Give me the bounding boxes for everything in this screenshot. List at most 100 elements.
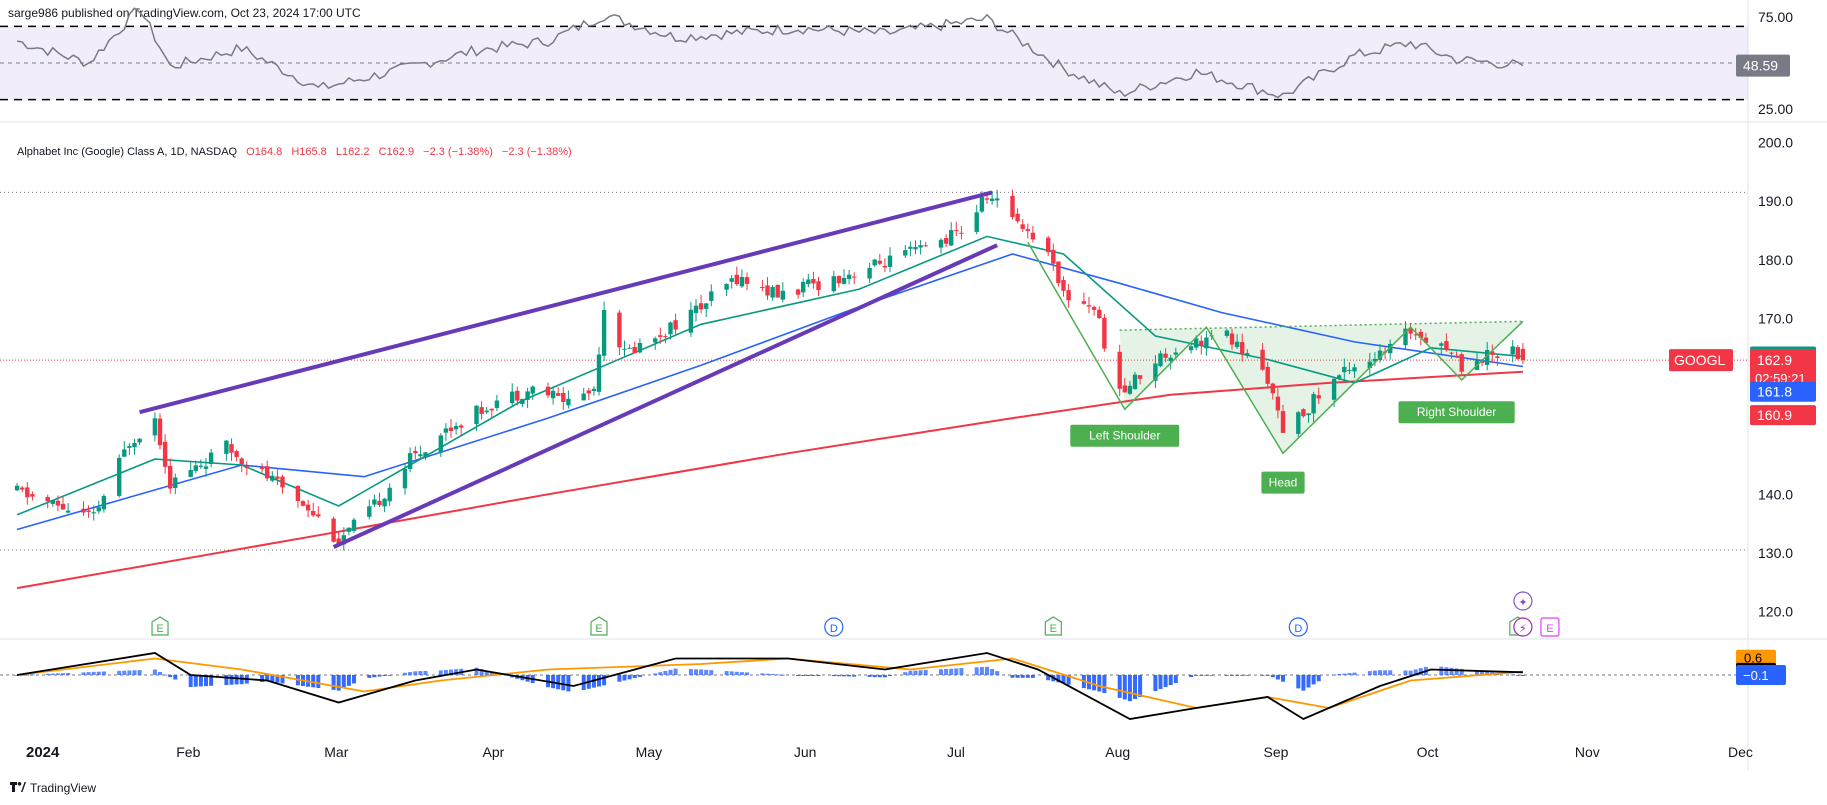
macd-hist-bar (1306, 675, 1311, 688)
candle-body (1066, 290, 1071, 301)
macd-hist-bar (658, 672, 663, 675)
candle-body (1347, 370, 1352, 371)
candle-body (423, 452, 428, 458)
macd-hist-bar (66, 673, 71, 675)
rsi-pane: 75.00 25.00 48.59 (0, 7, 1793, 117)
brand[interactable]: TradingView (10, 781, 96, 795)
macd-hist-bar (188, 675, 193, 687)
candle-body (673, 320, 678, 330)
macd-hist-bar (1230, 675, 1234, 676)
price-tick-180-0: 180.0 (1758, 252, 1793, 268)
macd-hist-bar (1275, 675, 1280, 680)
macd-hist-bar (1127, 675, 1132, 702)
macd-hist-bar (61, 673, 65, 675)
macd-hist-bar (489, 671, 494, 675)
macd-hist-bar (694, 669, 698, 675)
candle-body (1168, 357, 1173, 362)
candle-body (525, 391, 530, 400)
macd-hist-bar (30, 674, 35, 676)
candle-body (1423, 337, 1429, 343)
candle-body (1025, 229, 1030, 231)
candle-body (984, 198, 990, 200)
month-label-sep: Sep (1263, 744, 1288, 760)
candle-body (627, 347, 632, 349)
event-marker-letter: D (830, 623, 838, 635)
macd-hist-bar (908, 670, 913, 675)
candle-body (132, 443, 137, 448)
macd-hist-bar (1444, 667, 1449, 675)
candle-body (336, 538, 341, 545)
macd-hist-bar (127, 670, 132, 675)
candle-body (168, 465, 173, 489)
candle-body (122, 449, 127, 457)
macd-hist-bar (1138, 675, 1143, 697)
macd-hist-bar (158, 672, 162, 675)
hs-pattern-fill (1119, 321, 1523, 454)
candle-body (1515, 347, 1520, 359)
legend-close: C162.9 (379, 146, 414, 158)
candle-body (270, 475, 275, 481)
macd-hist-bar (959, 668, 964, 675)
candle-body (1081, 301, 1087, 304)
candle-body (1091, 306, 1097, 310)
candle-body (795, 289, 801, 295)
macd-hist-bar (341, 675, 346, 689)
candle-body (908, 246, 913, 249)
macd-hist-bar (561, 675, 566, 691)
candle-body (443, 428, 449, 433)
macd-hist-bar (1122, 675, 1127, 700)
candle-body (86, 510, 91, 512)
candle-body (91, 512, 96, 514)
macd-hist-bar (474, 667, 479, 675)
macd-hist-bar (91, 671, 96, 675)
macd-hist-bar (1224, 675, 1229, 676)
candle-body (1439, 343, 1444, 346)
candle-body (418, 454, 423, 457)
candle-body (382, 498, 387, 507)
candle-body (413, 450, 418, 454)
candle-body (510, 391, 515, 404)
candle-body (127, 446, 132, 448)
candle-body (259, 466, 265, 469)
macd-hist-bar (1383, 670, 1388, 675)
earnings-marker-icon (151, 616, 169, 636)
candle-body (918, 245, 923, 248)
macd-hist-bar (1097, 675, 1102, 692)
month-label-may: May (636, 744, 662, 760)
price-tick-140-0: 140.0 (1758, 486, 1793, 502)
macd-hist-bar (1301, 675, 1306, 691)
candle-body (653, 338, 658, 343)
macd-hist-bar (265, 675, 270, 682)
macd-hist-bar (1133, 675, 1137, 699)
candle-body (1265, 366, 1270, 384)
macd-hist-bar (1403, 670, 1408, 675)
macd-hist-bar (229, 675, 234, 685)
macd-hist-bar (990, 669, 995, 675)
macd-hist-bar (796, 675, 801, 676)
candle-body (193, 465, 198, 471)
candle-body (459, 425, 464, 428)
price-tick-130-0: 130.0 (1758, 545, 1793, 561)
candle-body (1479, 361, 1485, 363)
macd-hist-bar (173, 675, 178, 680)
candle-body (25, 487, 30, 498)
month-label-aug: Aug (1105, 744, 1130, 760)
candle-body (867, 267, 872, 279)
macd-hist-bar (1158, 675, 1163, 689)
macd-hist-bar (372, 675, 377, 678)
event-marker-letter: E (1050, 623, 1057, 635)
candle-body (1204, 337, 1209, 349)
candle-body (566, 398, 571, 406)
candle-body (1260, 349, 1265, 370)
macd-hist-bar (1311, 675, 1316, 685)
macd-hist-bar (770, 674, 775, 675)
candle-body (1520, 348, 1526, 360)
macd-hist-bar (979, 667, 984, 675)
candle-body (229, 444, 234, 453)
macd-hist-bar (484, 670, 489, 675)
symbol-name: Alphabet Inc (Google) Class A, 1D, NASDA… (17, 146, 238, 158)
dividend-marker-icon (1288, 617, 1308, 637)
candle-body (1296, 412, 1301, 434)
candle-body (1413, 334, 1418, 336)
